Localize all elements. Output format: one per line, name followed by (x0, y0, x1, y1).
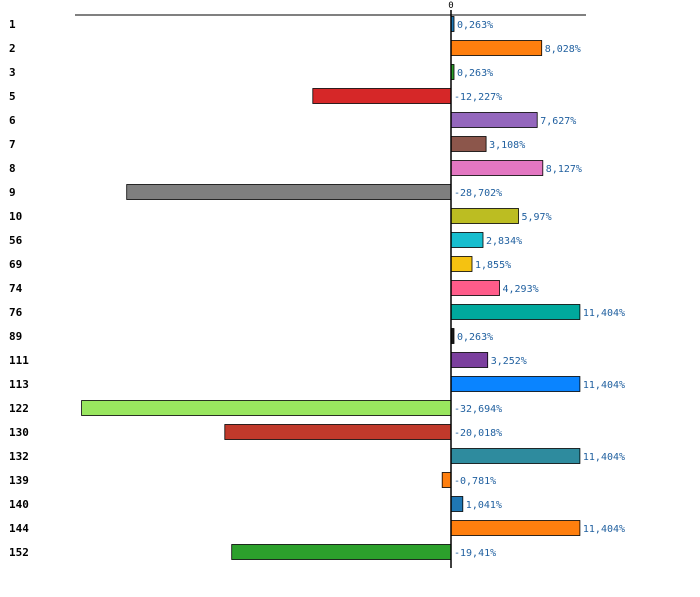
bar (450, 448, 581, 464)
category-label: 130 (9, 426, 29, 439)
bars-group: 1 0,263% 2 8,028% 3 0,263% 5 -12,227% 6 7,627% 7 3,… (9, 16, 625, 560)
category-label: 89 (9, 330, 22, 343)
value-label: 2,834% (486, 236, 522, 247)
value-label: 11,404% (583, 308, 625, 319)
value-label: 5,97% (522, 212, 552, 223)
category-label: 8 (9, 162, 16, 175)
value-label: 4,293% (503, 284, 539, 295)
value-label: 8,127% (546, 164, 582, 175)
category-label: 152 (9, 546, 29, 559)
bar (450, 40, 543, 56)
category-label: 9 (9, 186, 16, 199)
category-label: 74 (9, 282, 23, 295)
bar (450, 376, 581, 392)
category-label: 56 (9, 234, 23, 247)
bar (441, 472, 452, 488)
category-label: 111 (9, 354, 29, 367)
category-label: 139 (9, 474, 29, 487)
value-label: 8,028% (545, 44, 581, 55)
bar (312, 88, 452, 104)
bar (450, 280, 500, 296)
value-label: -32,694% (454, 404, 502, 415)
category-label: 3 (9, 66, 16, 79)
bar (450, 112, 538, 128)
value-label: -12,227% (454, 92, 502, 103)
category-label: 132 (9, 450, 29, 463)
value-label: 1,041% (466, 500, 502, 511)
value-label: 11,404% (583, 452, 625, 463)
value-label: 0,263% (457, 68, 493, 79)
bar (450, 208, 519, 224)
value-label: 11,404% (583, 380, 625, 391)
value-label: 0,263% (457, 20, 493, 31)
category-label: 5 (9, 90, 16, 103)
value-label: -28,702% (454, 188, 502, 199)
bar (81, 400, 452, 416)
value-label: 0,263% (457, 332, 493, 343)
category-label: 140 (9, 498, 29, 511)
category-label: 69 (9, 258, 22, 271)
value-label: 3,108% (489, 140, 525, 151)
value-label: 1,855% (475, 260, 511, 271)
bar (450, 256, 473, 272)
value-label: 7,627% (540, 116, 576, 127)
category-label: 122 (9, 402, 29, 415)
bar (224, 424, 452, 440)
category-label: 113 (9, 378, 29, 391)
category-label: 6 (9, 114, 16, 127)
value-label: -19,41% (454, 548, 496, 559)
value-label: -0,781% (454, 476, 496, 487)
bar (450, 496, 464, 512)
bar (450, 232, 484, 248)
category-label: 76 (9, 306, 23, 319)
bar (126, 184, 452, 200)
bar (450, 160, 544, 176)
bar (450, 520, 581, 536)
category-label: 2 (9, 42, 16, 55)
bar (450, 136, 487, 152)
category-label: 10 (9, 210, 22, 223)
value-label: 3,252% (491, 356, 527, 367)
value-label: 11,404% (583, 524, 625, 535)
zero-tick-label: 0 (448, 1, 453, 11)
bar (450, 304, 581, 320)
category-label: 144 (9, 522, 29, 535)
category-label: 7 (9, 138, 16, 151)
category-label: 1 (9, 18, 16, 31)
value-label: -20,018% (454, 428, 502, 439)
bar (231, 544, 452, 560)
bar (450, 352, 489, 368)
